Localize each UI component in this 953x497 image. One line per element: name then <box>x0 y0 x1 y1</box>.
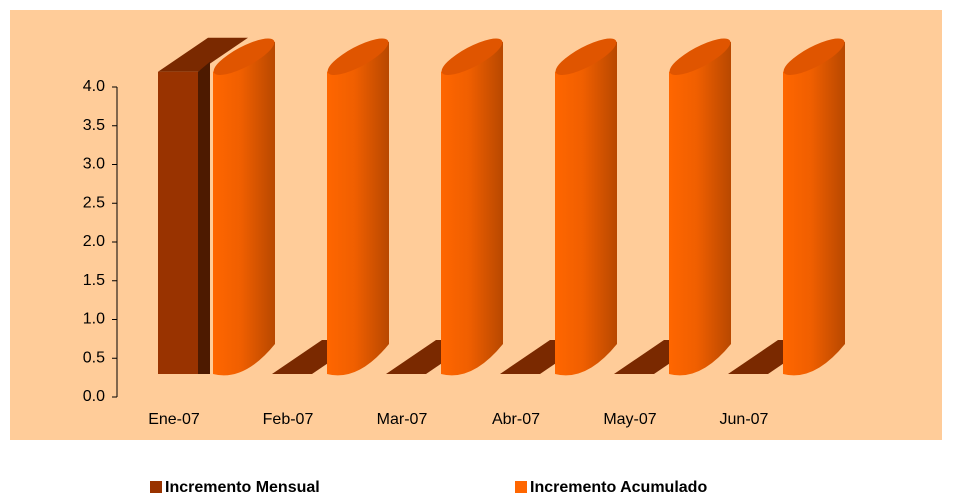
bar <box>669 38 731 376</box>
bar-side <box>198 61 210 374</box>
legend-label: Incremento Acumulado <box>530 479 707 496</box>
y-tick-label: 4.0 <box>83 78 105 95</box>
cylinder-top <box>555 38 617 75</box>
y-tick-label: 1.0 <box>83 311 105 328</box>
cylinder-top <box>669 38 731 75</box>
x-tick-label: Mar-07 <box>377 411 428 428</box>
bar <box>327 38 389 376</box>
cylinder-body <box>441 41 503 376</box>
y-tick-label: 2.0 <box>83 233 105 250</box>
x-tick-label: Jun-07 <box>720 411 769 428</box>
bar-top <box>158 37 248 72</box>
cylinder-body <box>213 41 275 376</box>
bar <box>555 38 617 376</box>
cylinder-body <box>669 41 731 376</box>
cylinder-top <box>213 38 275 75</box>
cylinder-body <box>783 41 845 376</box>
x-tick-label: May-07 <box>603 411 656 428</box>
cylinder-top <box>441 38 503 75</box>
cylinder-top <box>783 38 845 75</box>
x-tick-label: Ene-07 <box>148 411 200 428</box>
x-tick-label: Abr-07 <box>492 411 540 428</box>
y-tick-label: 0.0 <box>83 388 105 405</box>
y-tick-label: 1.5 <box>83 272 105 289</box>
y-tick-label: 3.0 <box>83 156 105 173</box>
bar <box>441 38 503 376</box>
cylinder-body <box>555 41 617 376</box>
legend-label: Incremento Mensual <box>165 479 320 496</box>
bar-front <box>158 71 198 374</box>
y-tick-label: 3.5 <box>83 117 105 134</box>
legend-swatch <box>150 481 162 493</box>
bar <box>158 37 248 374</box>
legend-swatch <box>515 481 527 493</box>
y-tick-label: 0.5 <box>83 349 105 366</box>
cylinder-body <box>327 41 389 376</box>
y-tick-label: 2.5 <box>83 194 105 211</box>
cylinder-top <box>327 38 389 75</box>
x-tick-label: Feb-07 <box>263 411 314 428</box>
bar <box>783 38 845 376</box>
bar <box>213 38 275 376</box>
